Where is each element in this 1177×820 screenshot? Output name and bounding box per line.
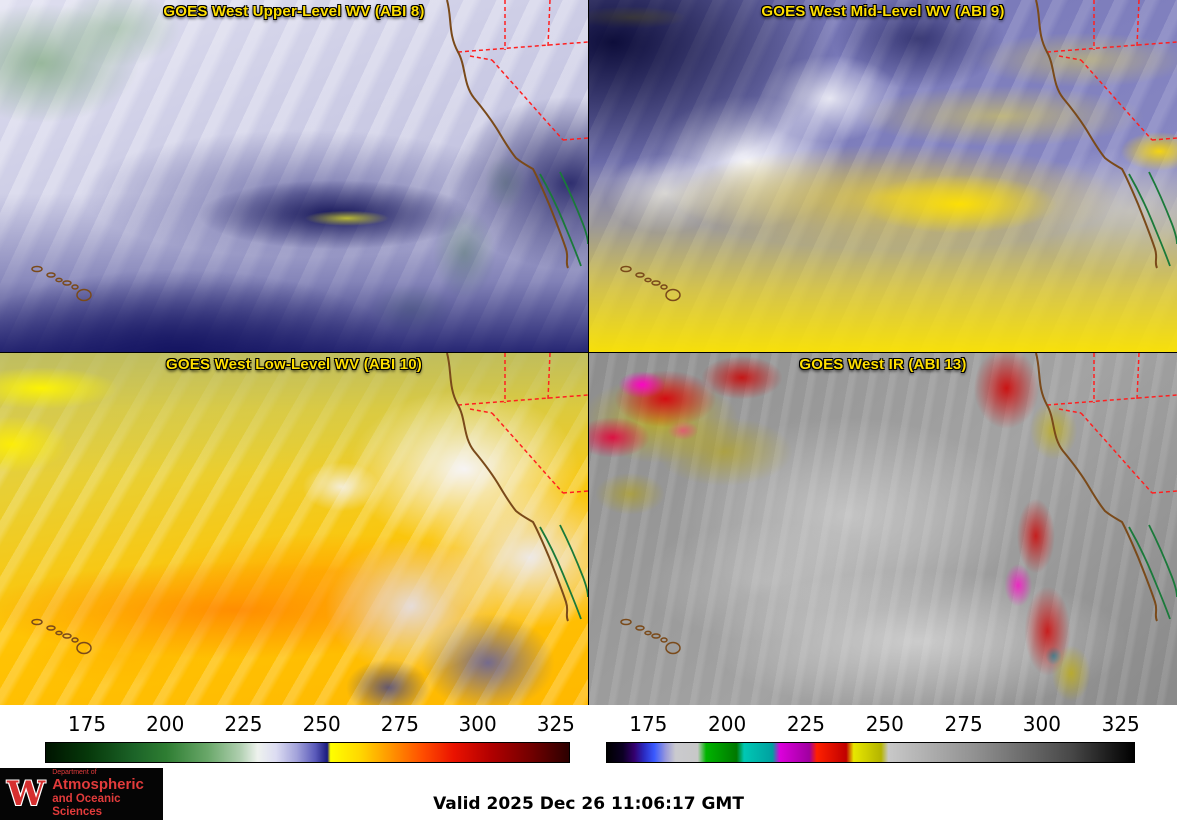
colorbar-tick: 300 — [1022, 712, 1061, 736]
colorbar-tick: 250 — [865, 712, 904, 736]
logo-line-1: Department of — [52, 768, 97, 776]
map-overlay-icon — [589, 0, 1177, 352]
map-overlay-icon — [0, 0, 588, 352]
valid-time: Valid 2025 Dec 26 11:06:17 GMT — [433, 794, 744, 814]
colorbar-tick: 325 — [536, 712, 575, 736]
panel-title: GOES West Mid-Level WV (ABI 9) — [761, 3, 1005, 20]
panel-title: GOES West Upper-Level WV (ABI 8) — [163, 3, 425, 20]
logo-line-2: Atmospheric — [52, 776, 144, 794]
colorbar-tick: 175 — [629, 712, 668, 736]
logo-line-3: and Oceanic Sciences — [52, 792, 121, 819]
colorbar-tick: 175 — [67, 712, 107, 736]
colorbar-tick: 200 — [146, 712, 185, 736]
map-overlay-icon — [589, 353, 1177, 705]
aos-logo: W Department of Atmospheric and Oceanic … — [0, 768, 163, 820]
uw-crest-icon: W — [7, 777, 45, 811]
panel-title: GOES West Low-Level WV (ABI 10) — [166, 356, 422, 373]
panel-upper-level-wv: GOES West Upper-Level WV (ABI 8) — [0, 0, 588, 352]
ir-colorbar: 175 200 225 250 275 300 325 — [606, 705, 1140, 765]
colorbar-tick: 275 — [380, 712, 419, 736]
panel-title: GOES West IR (ABI 13) — [799, 356, 967, 373]
colorbar-tick: 325 — [1101, 712, 1140, 736]
logo-text: Department of Atmospheric and Oceanic Sc… — [52, 769, 163, 820]
colorbar-tick: 200 — [708, 712, 747, 736]
crest-letter: W — [7, 774, 46, 814]
colorbar-tick: 300 — [458, 712, 497, 736]
panel-low-level-wv: GOES West Low-Level WV (ABI 10) — [0, 352, 588, 705]
colorbar-tick: 275 — [944, 712, 983, 736]
wv-colorbar: 175 200 225 250 275 300 325 — [45, 705, 575, 765]
panel-grid: GOES West Upper-Level WV (ABI 8) GOES We… — [0, 0, 1177, 705]
colorbar-tick: 225 — [786, 712, 826, 736]
colorbar-row: 175 200 225 250 275 300 325 175 200 225 … — [0, 705, 1177, 768]
wv-colorbar-gradient — [45, 742, 570, 763]
map-overlay-icon — [0, 353, 588, 705]
panel-mid-level-wv: GOES West Mid-Level WV (ABI 9) — [588, 0, 1177, 352]
colorbar-tick: 225 — [224, 712, 263, 736]
ir-colorbar-gradient — [606, 742, 1135, 763]
footer: W Department of Atmospheric and Oceanic … — [0, 768, 1177, 820]
colorbar-tick: 250 — [302, 712, 341, 736]
panel-ir: GOES West IR (ABI 13) — [588, 352, 1177, 705]
